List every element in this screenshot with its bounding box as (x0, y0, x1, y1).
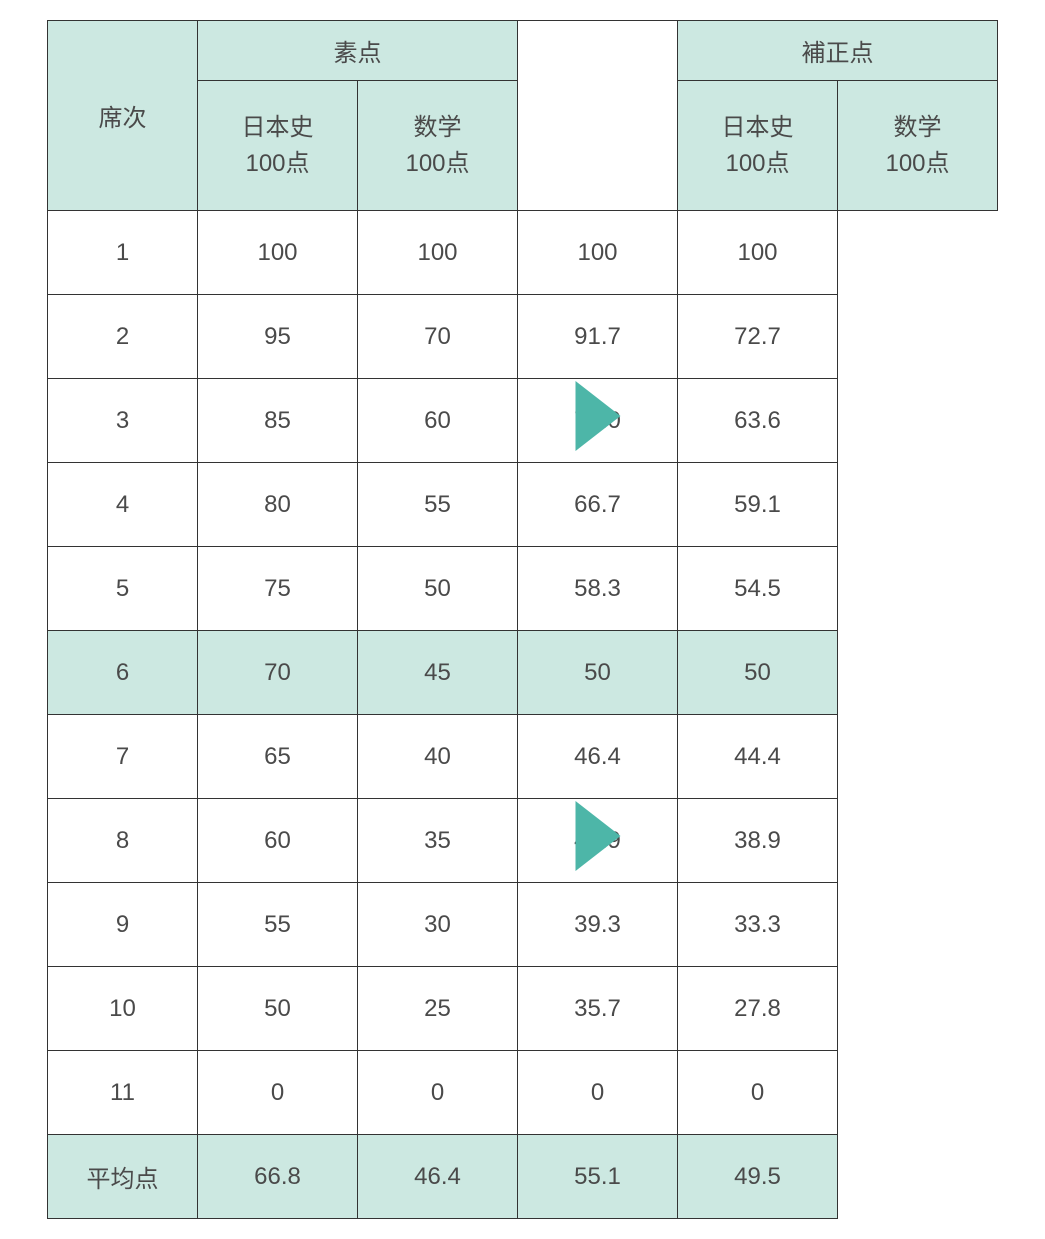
cell-rank: 1 (48, 211, 198, 295)
arrow-icon (575, 381, 620, 451)
table-row: 1100100100100 (48, 211, 998, 295)
subject1-max: 100点 (725, 150, 789, 177)
cell-adj-math: 63.6 (678, 379, 838, 463)
cell-adj-math: 72.7 (678, 295, 838, 379)
cell-raw-jp: 85 (198, 379, 358, 463)
footer-raw-jp: 66.8 (198, 1135, 358, 1219)
footer-row: 平均点 66.8 46.4 55.1 49.5 (48, 1135, 998, 1219)
cell-raw-math: 25 (358, 967, 518, 1051)
subject2-label: 数学 (414, 114, 462, 141)
footer-label: 平均点 (48, 1135, 198, 1219)
cell-rank: 4 (48, 463, 198, 547)
table-row: 3856075.063.6 (48, 379, 998, 463)
cell-rank: 3 (48, 379, 198, 463)
table-row: 7654046.444.4 (48, 715, 998, 799)
subject1-label: 日本史 (242, 114, 314, 141)
cell-adj-jp: 35.7 (518, 967, 678, 1051)
cell-raw-math: 35 (358, 799, 518, 883)
subject1-max: 100点 (245, 150, 309, 177)
cell-adj-jp: 39.3 (518, 883, 678, 967)
cell-adj-jp: 58.3 (518, 547, 678, 631)
arrow-icon (575, 801, 620, 871)
cell-raw-math: 70 (358, 295, 518, 379)
cell-raw-jp: 80 (198, 463, 358, 547)
cell-raw-jp: 60 (198, 799, 358, 883)
cell-raw-math: 50 (358, 547, 518, 631)
cell-adj-math: 27.8 (678, 967, 838, 1051)
cell-raw-math: 100 (358, 211, 518, 295)
cell-adj-jp: 0 (518, 1051, 678, 1135)
header-adj-jp: 日本史 100点 (678, 81, 838, 211)
footer-raw-math: 46.4 (358, 1135, 518, 1219)
cell-adj-math: 59.1 (678, 463, 838, 547)
cell-rank: 5 (48, 547, 198, 631)
cell-rank: 8 (48, 799, 198, 883)
cell-raw-jp: 75 (198, 547, 358, 631)
cell-rank: 10 (48, 967, 198, 1051)
arrow-column (518, 21, 678, 211)
cell-rank: 11 (48, 1051, 198, 1135)
header-adj-math: 数学 100点 (838, 81, 998, 211)
cell-raw-jp: 65 (198, 715, 358, 799)
header-adjusted-score: 補正点 (678, 21, 998, 81)
cell-adj-math: 33.3 (678, 883, 838, 967)
cell-adj-jp: 50 (518, 631, 678, 715)
table-row: 2957091.772.7 (48, 295, 998, 379)
table-row: 5755058.354.5 (48, 547, 998, 631)
cell-adj-jp: 66.7 (518, 463, 678, 547)
table-body: 11001001001002957091.772.73856075.063.64… (48, 211, 998, 1135)
cell-raw-jp: 100 (198, 211, 358, 295)
score-table: 席次 素点 補正点 日本史 100点 (47, 20, 998, 1219)
cell-adj-math: 44.4 (678, 715, 838, 799)
cell-adj-math: 54.5 (678, 547, 838, 631)
footer-adj-math: 49.5 (678, 1135, 838, 1219)
table-row: 8603542.938.9 (48, 799, 998, 883)
cell-raw-math: 45 (358, 631, 518, 715)
footer-adj-jp: 55.1 (518, 1135, 678, 1219)
cell-adj-jp: 46.4 (518, 715, 678, 799)
cell-raw-jp: 50 (198, 967, 358, 1051)
cell-rank: 7 (48, 715, 198, 799)
cell-adj-math: 50 (678, 631, 838, 715)
header-raw-math: 数学 100点 (358, 81, 518, 211)
subject2-max: 100点 (885, 150, 949, 177)
cell-raw-jp: 95 (198, 295, 358, 379)
cell-raw-math: 30 (358, 883, 518, 967)
subject2-label: 数学 (894, 114, 942, 141)
cell-raw-math: 40 (358, 715, 518, 799)
cell-adj-jp: 91.7 (518, 295, 678, 379)
cell-raw-math: 60 (358, 379, 518, 463)
cell-raw-jp: 0 (198, 1051, 358, 1135)
cell-adj-math: 0 (678, 1051, 838, 1135)
cell-adj-math: 38.9 (678, 799, 838, 883)
table-row: 4805566.759.1 (48, 463, 998, 547)
cell-adj-jp: 100 (518, 211, 678, 295)
header-raw-score: 素点 (198, 21, 518, 81)
cell-rank: 2 (48, 295, 198, 379)
table-row: 10502535.727.8 (48, 967, 998, 1051)
subject2-max: 100点 (405, 150, 469, 177)
cell-raw-jp: 70 (198, 631, 358, 715)
header-raw-jp: 日本史 100点 (198, 81, 358, 211)
cell-rank: 9 (48, 883, 198, 967)
cell-raw-math: 55 (358, 463, 518, 547)
cell-rank: 6 (48, 631, 198, 715)
cell-raw-jp: 55 (198, 883, 358, 967)
cell-raw-math: 0 (358, 1051, 518, 1135)
table-row: 110000 (48, 1051, 998, 1135)
subject1-label: 日本史 (722, 114, 794, 141)
cell-adj-math: 100 (678, 211, 838, 295)
header-rank: 席次 (48, 21, 198, 211)
table-row: 9553039.333.3 (48, 883, 998, 967)
table-row: 670455050 (48, 631, 998, 715)
